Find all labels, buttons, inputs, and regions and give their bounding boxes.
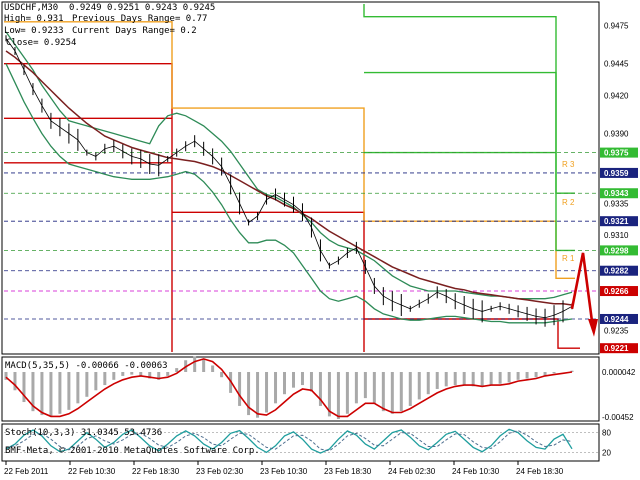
previous-days-range: Previous Days Range= 0.77 xyxy=(72,14,208,24)
macd-panel-frame xyxy=(1,356,600,422)
macd-panel: 0.000042 -0.00452 xyxy=(4,356,636,422)
macd-tick-0: 0.000042 xyxy=(602,368,636,377)
level-box-label-5: 0.9282 xyxy=(604,267,629,276)
forecast-arrowhead xyxy=(588,319,598,337)
envelope-lower-line xyxy=(5,63,573,324)
level-box-1 xyxy=(600,167,638,178)
level-box-4 xyxy=(600,245,638,256)
close-line xyxy=(5,38,573,319)
envelope-upper-line xyxy=(5,31,573,300)
x-tick-label-8: 24 Feb 18:30 xyxy=(516,467,564,476)
pivot-label-2: R 1 xyxy=(562,254,575,263)
level-box-label-3: 0.9321 xyxy=(604,217,629,226)
symbol-line: USDCHF,M30 0.9249 0.9251 0.9243 0.9245 xyxy=(4,3,216,13)
pivot-label-1: R 2 xyxy=(562,198,575,207)
level-box-label-8: 0.9221 xyxy=(604,344,629,353)
stoch-title: Stoch(10,3,3) 31.0345 53.4736 xyxy=(5,428,163,438)
x-tick-label-2: 22 Feb 18:30 xyxy=(132,467,180,476)
x-tick-label-6: 24 Feb 02:30 xyxy=(388,467,436,476)
level-box-label-0: 0.9375 xyxy=(604,149,629,158)
x-tick-label-1: 22 Feb 10:30 xyxy=(68,467,116,476)
price-axis: 0.9475 0.9445 0.9420 0.9390 0.9335 0.9310 0.92… xyxy=(604,22,629,336)
price-tick-1: 0.9445 xyxy=(604,60,629,69)
level-box-3 xyxy=(600,216,638,227)
price-tick-0: 0.9475 xyxy=(604,22,629,31)
current-days-range: Current Days Range= 0.2 xyxy=(72,26,197,36)
high-value: High= 0.931 xyxy=(4,14,64,24)
pivot-label-0: R 3 xyxy=(562,160,575,169)
pivot-levels: R 3 R 2 R 1 xyxy=(4,4,598,352)
price-tick-5: 0.9310 xyxy=(604,231,629,240)
price-tick-3: 0.9390 xyxy=(604,130,629,139)
close-value: Close= 0.9254 xyxy=(6,38,77,48)
time-axis: 22 Feb 2011 22 Feb 10:30 22 Feb 18:30 23 Fe… xyxy=(4,461,564,476)
macd-tick-1: -0.00452 xyxy=(602,413,634,422)
low-value: Low= 0.9233 xyxy=(4,26,64,36)
level-box-label-2: 0.9343 xyxy=(604,189,629,198)
level-box-label-1: 0.9359 xyxy=(604,169,629,178)
x-tick-label-5: 23 Feb 18:30 xyxy=(324,467,372,476)
stoch-panel-frame xyxy=(1,423,600,462)
level-step-6 xyxy=(363,4,575,252)
stoch-panel: 80 20 xyxy=(4,428,611,457)
level-box-label-4: 0.9298 xyxy=(604,246,629,255)
level-step-5 xyxy=(4,21,575,279)
price-tick-2: 0.9420 xyxy=(604,91,629,100)
forecast-arrow xyxy=(570,252,598,337)
price-tick-4: 0.9335 xyxy=(604,199,629,208)
level-box-label-7: 0.9244 xyxy=(604,315,629,324)
stoch-main-line xyxy=(5,428,573,454)
level-box-label-6: 0.9266 xyxy=(604,287,629,296)
slow-ma-line xyxy=(5,50,573,306)
forecast-path xyxy=(570,252,595,330)
branding-text: BMF-Meta, © 2001-2010 MetaQuotes Softwar… xyxy=(5,446,260,456)
level-box-2 xyxy=(600,188,638,199)
stoch-tick-0: 80 xyxy=(602,429,611,438)
price-tick-6: 0.9235 xyxy=(604,326,629,335)
level-box-8 xyxy=(600,343,638,354)
macd-signal-line xyxy=(5,358,573,418)
x-tick-label-4: 23 Feb 10:30 xyxy=(260,467,308,476)
stoch-signal-line xyxy=(5,430,573,452)
price-series xyxy=(5,35,573,327)
level-labels: 0.9375 0.9359 0.9343 0.9321 0.9298 0.9282 0.92… xyxy=(600,147,638,354)
x-tick-label-7: 24 Feb 10:30 xyxy=(452,467,500,476)
x-tick-label-3: 23 Feb 02:30 xyxy=(196,467,244,476)
level-box-0 xyxy=(600,147,638,158)
level-box-6 xyxy=(600,286,638,297)
envelope-bands xyxy=(5,31,573,324)
level-box-5 xyxy=(600,265,638,276)
level-box-7 xyxy=(600,313,638,324)
macd-title: MACD(5,35,5) -0.00066 -0.00063 xyxy=(5,361,168,371)
stoch-tick-1: 20 xyxy=(602,448,611,457)
main-panel-frame xyxy=(1,1,600,355)
x-tick-label-0: 22 Feb 2011 xyxy=(4,467,49,476)
